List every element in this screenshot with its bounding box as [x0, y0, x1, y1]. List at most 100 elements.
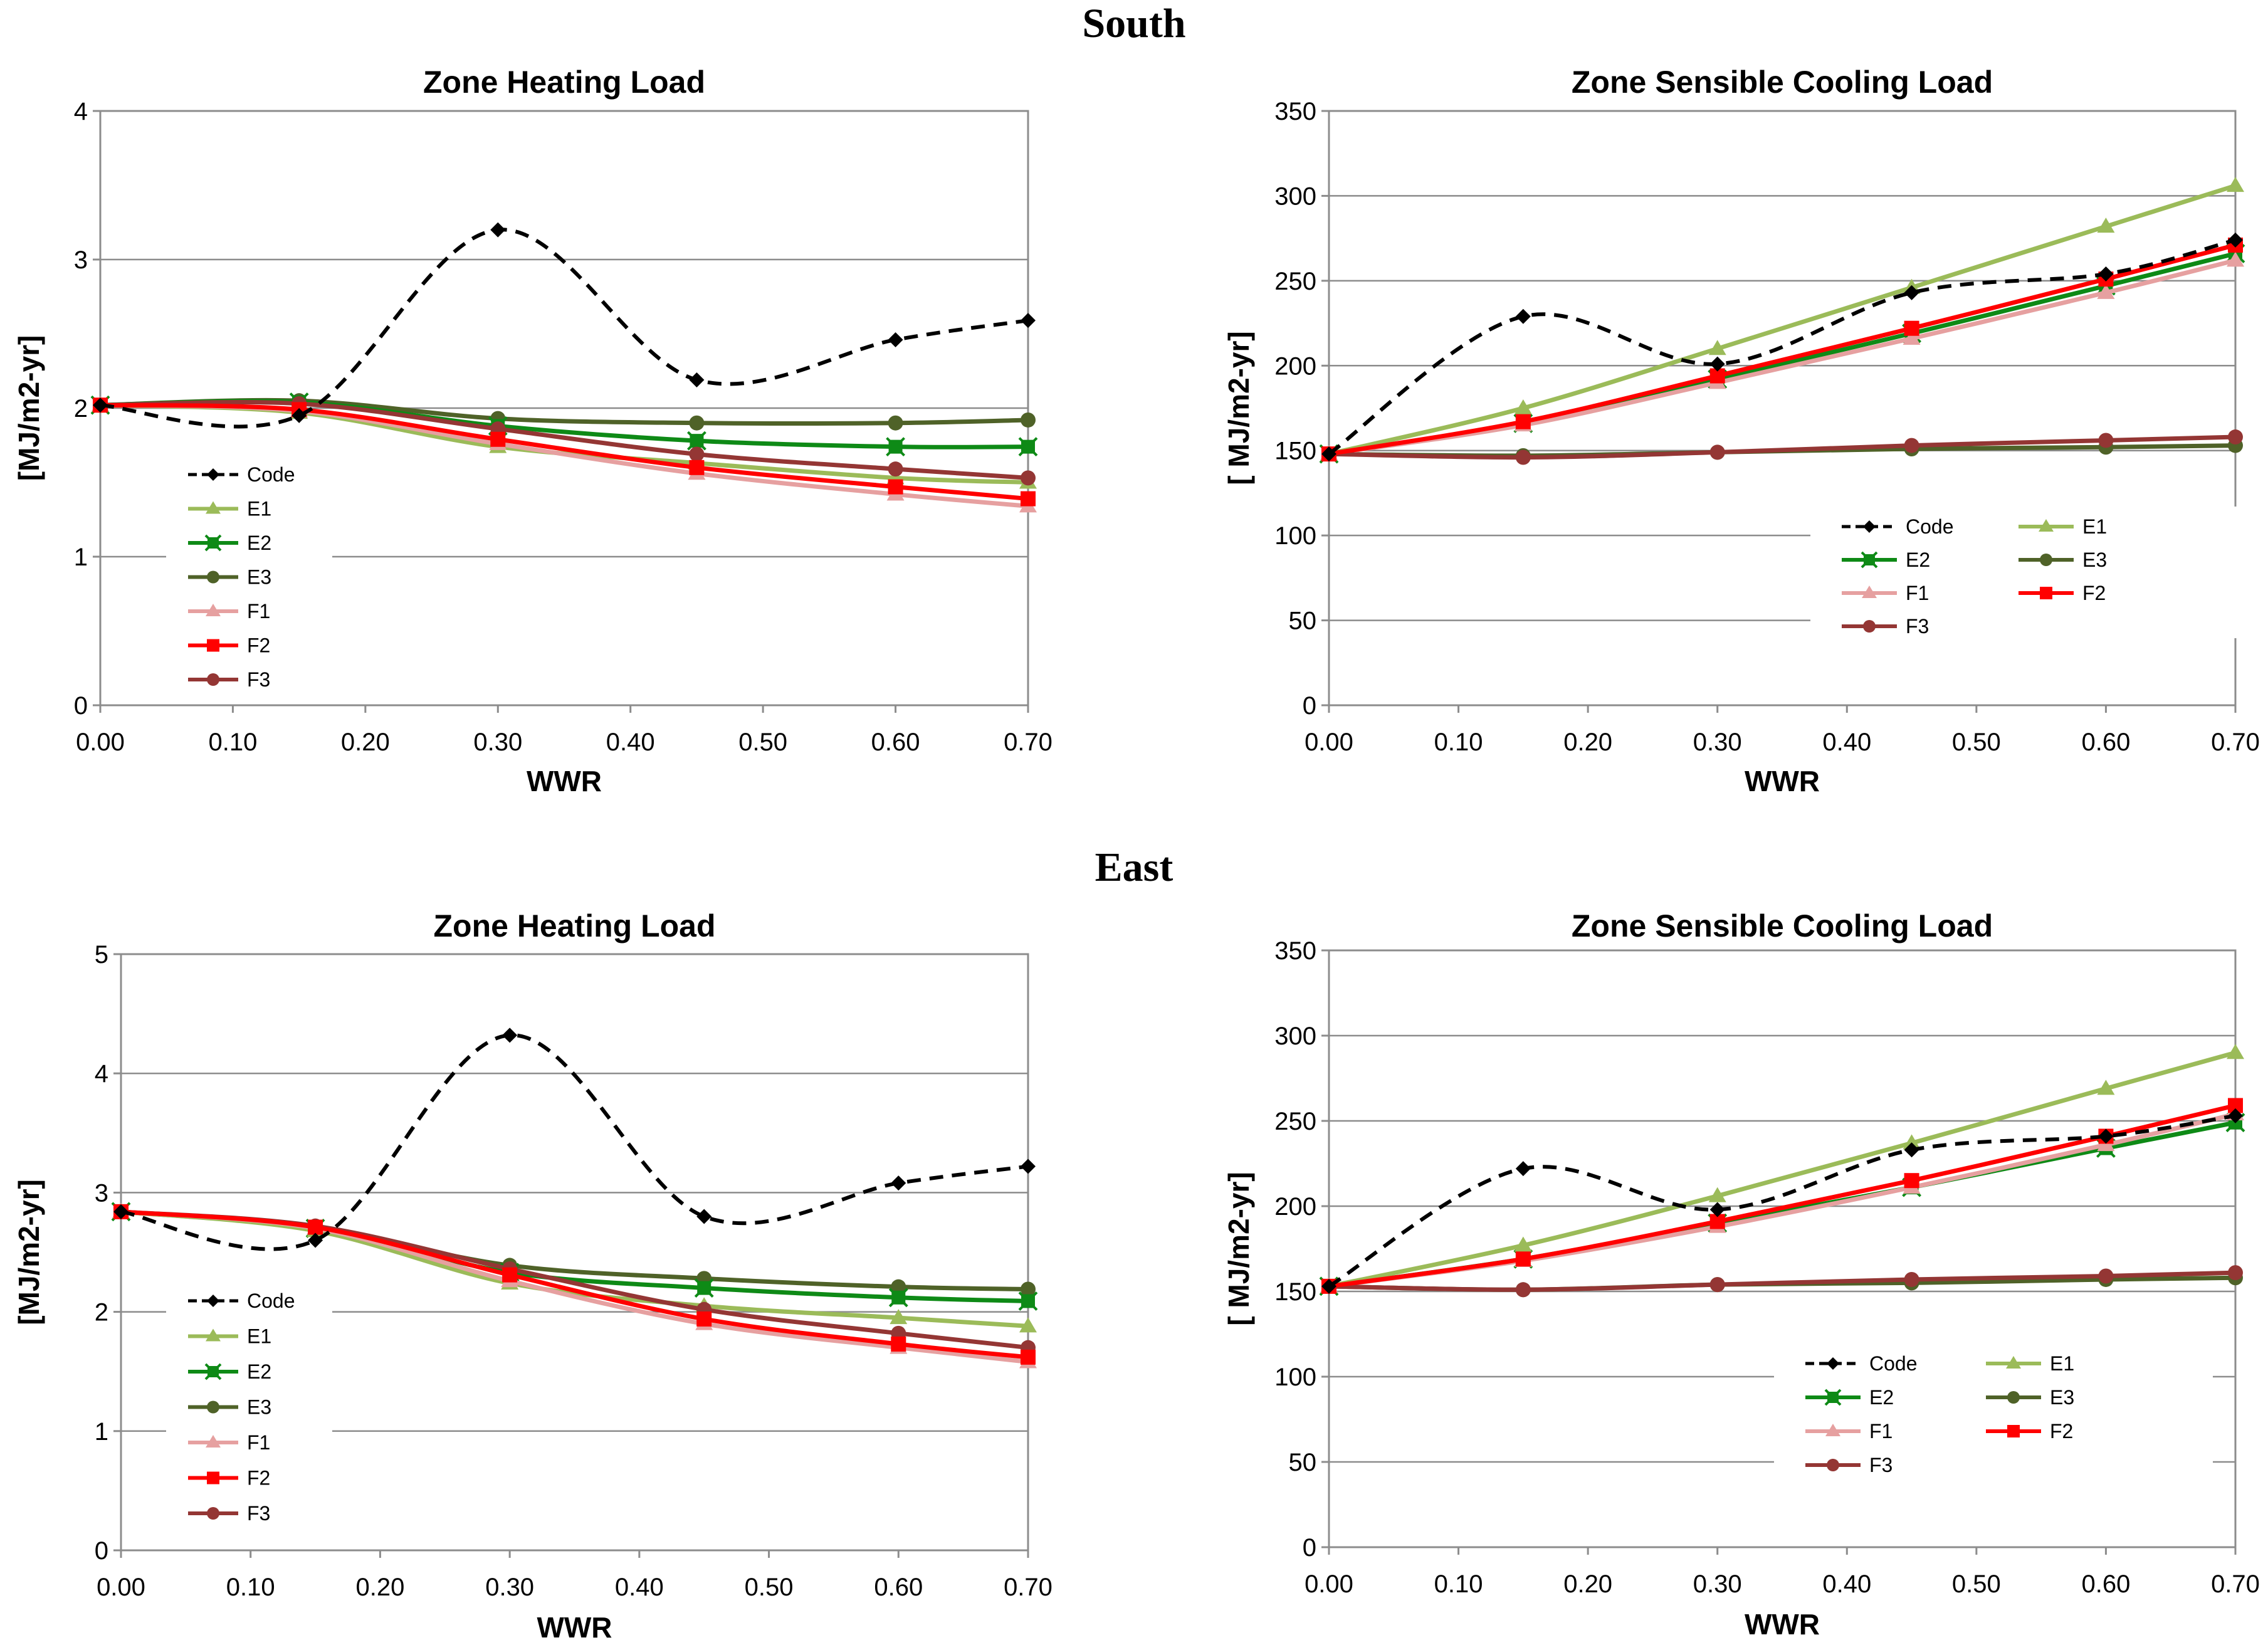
data-point-f3: [1904, 1271, 1919, 1287]
chart-title: Zone Heating Load: [423, 65, 705, 100]
x-tick-label: 0.00: [76, 728, 125, 756]
legend-item-f1: F1: [188, 600, 270, 623]
legend-marker: [207, 1295, 219, 1307]
series-code: [1321, 232, 2243, 462]
chart-title: Zone Heating Load: [434, 908, 716, 943]
legend-marker: [207, 1507, 219, 1520]
x-tick-label: 0.30: [485, 1574, 534, 1601]
legend-label: E2: [247, 532, 271, 554]
y-tick-label: 200: [1274, 352, 1316, 380]
data-point-f2: [1021, 491, 1036, 507]
legend-item-code: Code: [188, 1290, 295, 1312]
data-point-code: [291, 407, 307, 423]
chart-title: Zone Sensible Cooling Load: [1572, 908, 1993, 943]
data-point-e1: [1514, 1236, 1532, 1252]
data-point-f3: [888, 461, 903, 477]
legend-marker: [1861, 551, 1878, 569]
data-point-e2: [888, 1288, 908, 1308]
series-line-e1: [1328, 1050, 2236, 1289]
data-point-code: [2228, 232, 2243, 248]
data-point-code: [1709, 1202, 1725, 1217]
x-tick-label: 0.70: [2211, 1570, 2260, 1598]
legend-marker: [206, 604, 221, 616]
legend-item-f2: F2: [2019, 582, 2106, 604]
data-point-e2: [1018, 437, 1038, 457]
y-tick-label: 300: [1274, 1022, 1316, 1050]
legend-label: F3: [247, 668, 270, 691]
chart-south-cooling: Zone Sensible Cooling Load 0 50 100 150 200 25…: [1222, 65, 2260, 797]
data-point-f3: [1904, 438, 1919, 453]
data-point-f2: [888, 479, 903, 495]
section-title-east: East: [1095, 844, 1173, 890]
data-point-e1: [2097, 1080, 2115, 1095]
data-point-code: [1021, 313, 1036, 328]
data-point-f2: [891, 1336, 906, 1352]
data-point-code: [2098, 266, 2114, 282]
x-tick-label: 0.30: [1693, 1570, 1742, 1598]
legend-label: F2: [2082, 582, 2106, 604]
y-tick-label: 100: [1274, 1364, 1316, 1391]
plot-area: [1328, 110, 2237, 707]
data-point-code: [2098, 1128, 2114, 1144]
legend-marker: [2039, 519, 2054, 532]
legend-label: E1: [2082, 515, 2107, 538]
x-tick-label: 0.70: [2211, 728, 2260, 756]
legend-item-f2: F2: [188, 1467, 270, 1490]
legend-label: F3: [1906, 615, 1929, 638]
x-tick-label: 0.50: [1952, 1570, 2001, 1598]
legend-label: E3: [247, 1396, 271, 1419]
legend-item-e2: E2: [1842, 549, 1930, 571]
y-tick-label: 150: [1274, 1278, 1316, 1306]
legend-item-e3: E3: [188, 566, 271, 589]
legend-item-f3: F3: [188, 1502, 270, 1525]
y-tick-label: 0: [1303, 692, 1316, 720]
data-point-code: [1515, 1161, 1531, 1177]
x-tick-label: 0.70: [1004, 728, 1053, 756]
y-tick-label: 250: [1274, 268, 1316, 295]
legend-marker: [206, 501, 221, 514]
x-tick-label: 0.00: [1305, 728, 1353, 756]
x-tick-label: 0.20: [1563, 1570, 1612, 1598]
legend-marker: [2007, 1391, 2020, 1404]
data-point-e1: [1019, 1317, 1037, 1333]
x-axis-label: WWR: [537, 1611, 612, 1644]
legend-item-e3: E3: [2019, 549, 2107, 571]
legend-marker: [207, 1400, 219, 1414]
legend-item-f2: F2: [1986, 1420, 2073, 1442]
x-tick-label: 0.60: [871, 728, 920, 756]
data-point-code: [93, 397, 108, 413]
legend-item-f3: F3: [1842, 615, 1929, 638]
data-point-f1: [1903, 329, 1921, 345]
legend-label: Code: [1869, 1352, 1918, 1375]
y-tick-label: 2: [74, 395, 88, 423]
x-tick-label: 0.10: [1434, 728, 1483, 756]
y-tick-label: 0: [1303, 1534, 1316, 1562]
data-point-code: [1904, 285, 1919, 300]
series-f3: [1321, 429, 2243, 465]
data-point-f2: [490, 431, 506, 447]
y-tick-label: 3: [95, 1179, 108, 1207]
data-point-code: [490, 222, 506, 238]
data-point-e1: [2097, 218, 2115, 233]
legend-item-e3: E3: [1986, 1386, 2074, 1409]
x-tick-label: 0.40: [1822, 728, 1871, 756]
chart-east-cooling: Zone Sensible Cooling Load 0 50 100 150 200 25…: [1222, 908, 2260, 1641]
series-code: [1321, 1108, 2243, 1294]
plot-area: [120, 953, 1029, 1552]
legend-marker: [206, 1328, 221, 1342]
legend: Code E1 E2 E3 F1 F2 F3: [1774, 1343, 2213, 1476]
x-tick-label: 0.50: [738, 728, 787, 756]
legend-item-f3: F3: [188, 668, 270, 691]
series-e1: [1320, 177, 2244, 461]
y-tick-label: 300: [1274, 182, 1316, 210]
legend-marker: [2006, 1356, 2021, 1369]
legend-item-f1: F1: [1805, 1420, 1893, 1442]
x-tick-label: 0.40: [606, 728, 655, 756]
y-tick-label: 150: [1274, 438, 1316, 465]
legend-item-f1: F1: [1842, 582, 1929, 604]
data-point-code: [113, 1204, 129, 1219]
legend-item-f1: F1: [188, 1431, 270, 1454]
x-axis-label: WWR: [1745, 1608, 1820, 1641]
legend-marker: [207, 673, 219, 686]
legend-label: E3: [2082, 549, 2107, 571]
